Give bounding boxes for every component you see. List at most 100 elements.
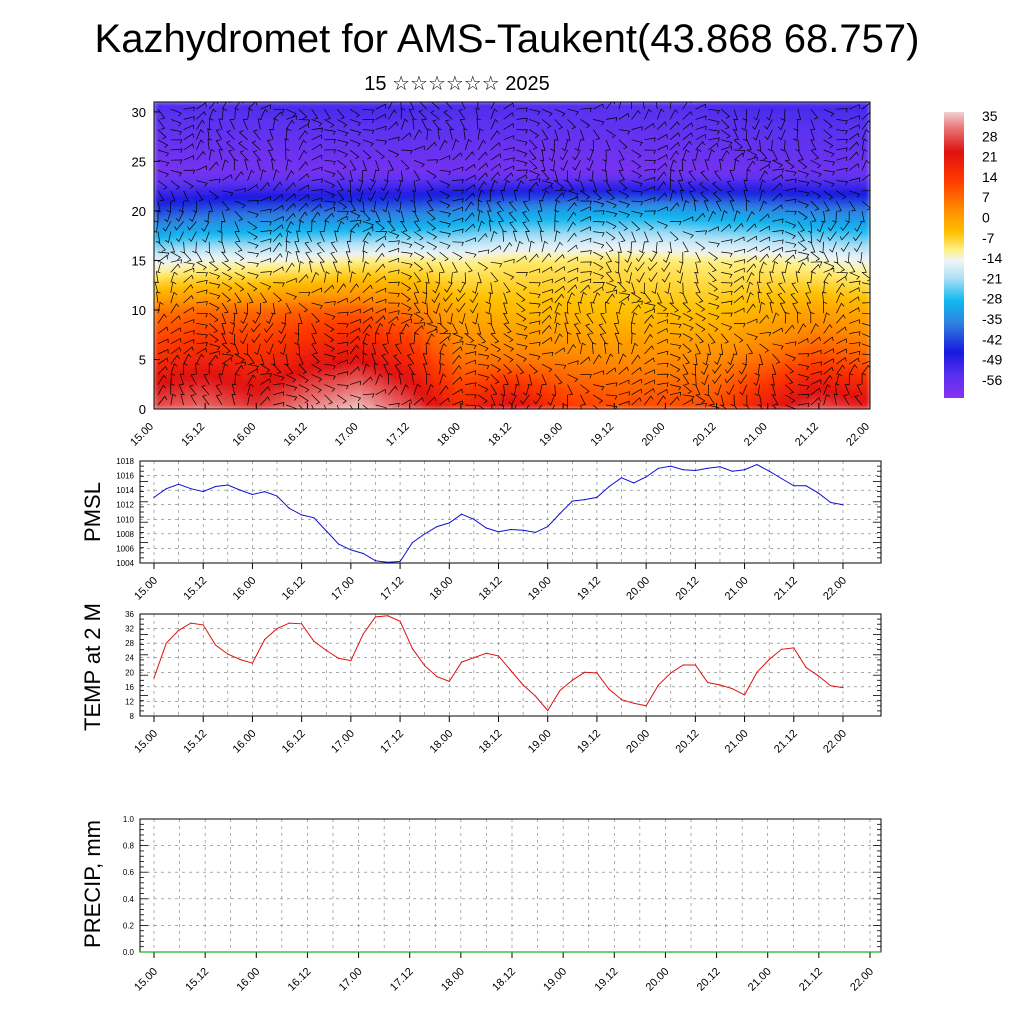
data-point	[473, 518, 475, 520]
data-point	[645, 705, 647, 707]
data-point	[178, 483, 180, 485]
temperature-wind-cross-section: 0 5 10 15 20 25 30 15.00 15.12 16.00 16.12 17.00 17.…	[128, 101, 872, 449]
colorbar-label: 35	[982, 108, 998, 124]
data-point	[374, 560, 377, 562]
x-tick-label: 22.00	[844, 421, 872, 449]
data-point	[362, 552, 364, 555]
y-tick-label: 12	[125, 697, 134, 706]
x-tick-label: 18.12	[486, 421, 514, 449]
data-point	[448, 680, 450, 683]
colorbar-label: 0	[982, 210, 990, 226]
x-tick-label: 22.00	[848, 966, 876, 994]
data-point	[768, 658, 770, 661]
data-point	[165, 642, 167, 644]
x-tick-label: 15.12	[181, 728, 209, 756]
x-tick-label: 18.12	[490, 966, 518, 994]
x-tick-label: 16.12	[280, 728, 308, 756]
y-tick-label: 16	[125, 683, 134, 692]
y-tick-label: 1004	[116, 559, 134, 568]
x-tick-label: 17.00	[329, 575, 357, 603]
x-tick-label: 15.00	[128, 421, 156, 449]
data-point	[805, 485, 807, 487]
data-point	[842, 687, 844, 689]
y-tick-label: 1012	[116, 501, 134, 510]
data-point	[584, 499, 586, 501]
page-title: Kazhydromet for AMS-Taukent(43.868 68.75…	[94, 17, 920, 61]
data-point	[620, 699, 623, 701]
x-tick-label: 18.00	[427, 575, 455, 603]
x-tick-label: 17.12	[378, 728, 406, 756]
data-point	[411, 542, 413, 544]
y-tick-label: 5	[139, 352, 146, 367]
data-point	[620, 477, 623, 479]
data-point	[534, 531, 537, 534]
temperature-colorbar: 35 28 21 14 7 0 -7 -14 -21 -28 -35 -42 -49 -56	[944, 108, 1002, 398]
data-point	[571, 679, 573, 681]
y-tick-label: 0.0	[123, 948, 135, 957]
colorbar-label: -28	[982, 291, 1002, 307]
data-point	[424, 533, 426, 535]
x-tick-label: 16.00	[231, 575, 259, 603]
data-point	[731, 470, 733, 472]
x-tick-label: 15.12	[183, 966, 211, 994]
x-tick-label: 15.00	[132, 575, 160, 603]
data-point	[399, 620, 401, 622]
data-point	[288, 507, 290, 509]
data-point	[264, 638, 266, 641]
y-tick-label: 1014	[116, 486, 134, 495]
x-tick-label: 18.12	[477, 728, 505, 756]
colorbar-label: -56	[982, 372, 1002, 388]
colorbar-label: 21	[982, 149, 998, 165]
data-point	[411, 648, 413, 650]
temp2m-panel: 8 12 16 20 24 28 32 36 15.00 15.12 16.00 16.12 17.00…	[80, 603, 882, 756]
data-point	[178, 629, 180, 632]
data-point	[153, 677, 155, 679]
data-point	[264, 491, 266, 493]
panel-frame	[139, 613, 882, 717]
y-axis-label: PMSL	[80, 482, 105, 542]
data-point	[817, 492, 820, 494]
x-tick-label: 21.00	[746, 966, 774, 994]
data-point	[190, 488, 192, 490]
x-tick-label: 15.00	[132, 728, 160, 756]
y-tick-label: 32	[125, 625, 134, 634]
data-point	[756, 464, 758, 466]
y-tick-label: 1.0	[123, 815, 135, 824]
data-point	[547, 709, 549, 712]
data-point	[682, 469, 684, 471]
data-point	[547, 526, 549, 528]
precip-panel: 0.0 0.2 0.4 0.6 0.8 1.0 15.00 15.12 16.00 16.12 17…	[80, 815, 882, 994]
data-point	[522, 684, 524, 686]
x-tick-label: 21.12	[772, 575, 800, 603]
data-point	[387, 561, 389, 563]
x-tick-label: 18.00	[427, 728, 455, 756]
data-point	[276, 628, 278, 630]
data-point	[670, 465, 672, 467]
data-point	[793, 647, 795, 649]
y-tick-label: 0	[139, 402, 146, 417]
data-point	[584, 671, 586, 673]
data-point	[559, 689, 561, 692]
x-tick-label: 22.00	[821, 728, 849, 756]
y-tick-label: 30	[132, 105, 146, 120]
data-point	[731, 688, 733, 690]
data-point	[608, 688, 610, 691]
grid-lines	[140, 818, 881, 953]
data-point	[694, 664, 697, 666]
data-point	[202, 491, 204, 493]
data-point	[436, 526, 438, 528]
x-tick-label: 20.12	[691, 421, 719, 449]
x-tick-label: 19.12	[588, 421, 616, 449]
y-tick-label: 20	[125, 668, 134, 677]
data-point	[448, 522, 450, 524]
y-axis-label: TEMP at 2 M	[80, 603, 105, 731]
data-point	[325, 649, 327, 652]
y-tick-label: 24	[125, 654, 134, 663]
y-tick-label: 0.8	[123, 842, 135, 851]
data-point	[608, 485, 610, 488]
x-tick-label: 20.12	[674, 728, 702, 756]
x-tick-label: 18.00	[435, 421, 463, 449]
minor-ticks	[140, 460, 881, 564]
panel-frame	[139, 460, 882, 564]
data-point	[374, 616, 377, 618]
